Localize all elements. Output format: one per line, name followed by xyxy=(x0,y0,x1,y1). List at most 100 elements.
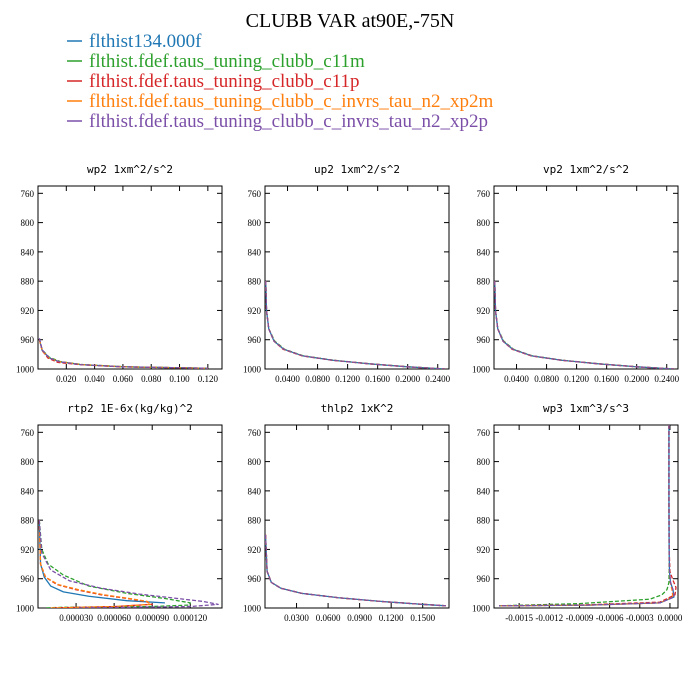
panels: wp2 1xm^2/s^2 760 800 840 880 920 960 1000 0.020… xyxy=(16,163,683,623)
y-tick-label: 760 xyxy=(477,189,491,199)
y-tick-label: 920 xyxy=(248,306,262,316)
y-tick-label: 960 xyxy=(21,574,35,584)
legend-label: flthist.fdef.taus_tuning_clubb_c_invrs_t… xyxy=(89,91,493,112)
chart-panel: wp3 1xm^3/s^3 760 800 840 880 920 960 1000 -0.00… xyxy=(472,402,683,623)
series-line xyxy=(265,281,446,369)
x-tick-label: 0.000030 xyxy=(59,613,93,623)
x-tick-label: 0.2400 xyxy=(654,374,679,384)
y-tick-label: 760 xyxy=(248,428,262,438)
plot-frame xyxy=(37,424,223,609)
series-group xyxy=(265,281,446,369)
series-group xyxy=(494,281,675,369)
y-tick-label: 800 xyxy=(477,457,491,467)
series-line xyxy=(499,425,674,607)
x-tick-label: 0.1500 xyxy=(410,613,435,623)
x-tick-label: 0.1600 xyxy=(594,374,619,384)
y-tick-label: 840 xyxy=(21,486,35,496)
legend-item: flthist.fdef.taus_tuning_clubb_c_invrs_t… xyxy=(67,111,488,132)
x-tick-label: 0.0300 xyxy=(284,613,309,623)
y-tick-label: 840 xyxy=(477,247,491,257)
x-tick-label: 0.2000 xyxy=(624,374,649,384)
series-line xyxy=(494,281,675,369)
panel-title: up2 1xm^2/s^2 xyxy=(314,163,400,176)
series-line xyxy=(38,339,208,369)
x-tick-label: 0.120 xyxy=(198,374,219,384)
series-line xyxy=(265,534,446,607)
y-tick-label: 880 xyxy=(477,277,491,287)
panel-title: vp2 1xm^2/s^2 xyxy=(543,163,629,176)
x-tick-label: 0.2000 xyxy=(395,374,420,384)
y-tick-label: 1000 xyxy=(243,604,262,614)
legend: flthist134.000fflthist.fdef.taus_tuning_… xyxy=(67,31,493,132)
legend-label: flthist134.000f xyxy=(89,31,202,52)
plot-frame xyxy=(264,185,450,370)
x-tick-label: 0.040 xyxy=(84,374,105,384)
chart-panel: rtp2 1E-6x(kg/kg)^2 760 800 840 880 920 960 100… xyxy=(16,402,223,623)
x-tick-label: 0.000090 xyxy=(135,613,169,623)
x-tick-label: -0.0015 xyxy=(505,613,533,623)
x-tick-label: 0.0800 xyxy=(305,374,330,384)
series-group xyxy=(38,520,219,608)
x-tick-label: 0.1200 xyxy=(379,613,404,623)
chart-panel: vp2 1xm^2/s^2 760 800 840 880 920 960 1000 0.040… xyxy=(472,163,680,384)
series-line xyxy=(494,281,675,369)
x-tick-label: -0.0003 xyxy=(626,613,654,623)
series-line xyxy=(499,425,675,607)
series-line xyxy=(38,520,191,608)
x-tick-label: 0.080 xyxy=(141,374,162,384)
legend-label: flthist.fdef.taus_tuning_clubb_c_invrs_t… xyxy=(89,111,488,132)
plot-frame xyxy=(264,424,450,609)
series-line xyxy=(38,520,152,608)
y-tick-label: 800 xyxy=(21,457,35,467)
series-line xyxy=(265,534,446,607)
legend-item: flthist.fdef.taus_tuning_clubb_c11p xyxy=(67,71,360,92)
x-tick-label: 0.0600 xyxy=(316,613,341,623)
chart-panel: wp2 1xm^2/s^2 760 800 840 880 920 960 1000 0.020… xyxy=(16,163,223,384)
y-tick-label: 840 xyxy=(21,247,35,257)
series-group xyxy=(499,425,677,607)
series-line xyxy=(499,425,675,607)
panel-title: thlp2 1xK^2 xyxy=(321,402,394,415)
chart-panel: up2 1xm^2/s^2 760 800 840 880 920 960 1000 0.040… xyxy=(243,163,451,384)
y-tick-label: 800 xyxy=(248,457,262,467)
y-tick-label: 800 xyxy=(477,218,491,228)
series-line xyxy=(265,534,446,607)
series-line xyxy=(38,339,208,369)
y-tick-label: 1000 xyxy=(16,365,35,375)
y-tick-label: 760 xyxy=(477,428,491,438)
y-tick-label: 880 xyxy=(21,516,35,526)
series-line xyxy=(265,281,446,369)
series-group xyxy=(265,534,446,607)
legend-item: flthist134.000f xyxy=(67,31,202,52)
figure-title: CLUBB VAR at90E,-75N xyxy=(246,10,455,32)
y-tick-label: 800 xyxy=(21,218,35,228)
y-tick-label: 920 xyxy=(21,545,35,555)
x-tick-label: -0.0012 xyxy=(535,613,563,623)
x-tick-label: 0.0400 xyxy=(504,374,529,384)
x-tick-label: 0.000060 xyxy=(97,613,131,623)
chart-panel: thlp2 1xK^2 760 800 840 880 920 960 1000 0.0300 0… xyxy=(243,402,450,623)
x-tick-label: 0.1600 xyxy=(365,374,390,384)
x-tick-label: 0.020 xyxy=(56,374,77,384)
plot-frame xyxy=(493,424,679,609)
series-line xyxy=(499,425,670,607)
x-tick-label: 0.0900 xyxy=(347,613,372,623)
y-tick-label: 840 xyxy=(248,247,262,257)
x-tick-label: 0.1200 xyxy=(335,374,360,384)
y-tick-label: 880 xyxy=(21,277,35,287)
y-tick-label: 920 xyxy=(477,545,491,555)
legend-label: flthist.fdef.taus_tuning_clubb_c11m xyxy=(89,51,365,72)
y-tick-label: 1000 xyxy=(472,604,491,614)
x-tick-label: 0.2400 xyxy=(425,374,450,384)
series-line xyxy=(265,534,446,607)
y-tick-label: 1000 xyxy=(472,365,491,375)
y-tick-label: 760 xyxy=(248,189,262,199)
y-tick-label: 920 xyxy=(477,306,491,316)
plot-frame xyxy=(493,185,679,370)
x-tick-label: 0.1200 xyxy=(564,374,589,384)
y-tick-label: 960 xyxy=(477,335,491,345)
x-tick-label: 0.0000 xyxy=(658,613,683,623)
series-line xyxy=(265,281,446,369)
y-tick-label: 960 xyxy=(248,335,262,345)
